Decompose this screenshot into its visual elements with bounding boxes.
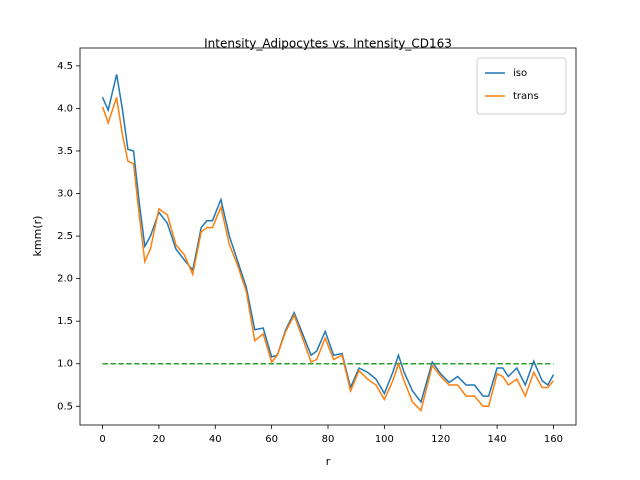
x-tick-label: 160 — [544, 434, 563, 445]
legend-label: trans — [513, 91, 539, 102]
y-tick-label: 3.0 — [57, 189, 73, 200]
x-tick-label: 60 — [265, 434, 278, 445]
x-tick-label: 40 — [209, 434, 222, 445]
legend-box — [476, 57, 567, 115]
data-line — [101, 74, 555, 404]
y-tick-label: 1.0 — [57, 359, 73, 370]
x-tick-label: 20 — [153, 434, 166, 445]
data-line — [101, 97, 555, 413]
x-axis-label: r — [326, 455, 331, 468]
x-tick-label: 0 — [99, 434, 105, 445]
legend-label: iso — [513, 68, 527, 79]
x-tick-label: 100 — [375, 434, 394, 445]
y-tick-label: 0.5 — [57, 401, 73, 412]
y-axis-label: kmm(r) — [31, 216, 44, 257]
chart-title: Intensity_Adipocytes vs. Intensity_CD163 — [204, 37, 452, 51]
x-tick-label: 80 — [322, 434, 335, 445]
x-tick-label: 120 — [431, 434, 450, 445]
y-tick-label: 4.0 — [57, 103, 73, 114]
x-tick-label: 140 — [488, 434, 507, 445]
axes-frame — [79, 47, 577, 426]
y-tick-label: 2.0 — [57, 274, 73, 285]
y-tick-label: 2.5 — [57, 231, 73, 242]
y-tick-label: 1.5 — [57, 316, 73, 327]
y-tick-label: 4.5 — [57, 61, 73, 72]
y-tick-label: 3.5 — [57, 146, 73, 157]
